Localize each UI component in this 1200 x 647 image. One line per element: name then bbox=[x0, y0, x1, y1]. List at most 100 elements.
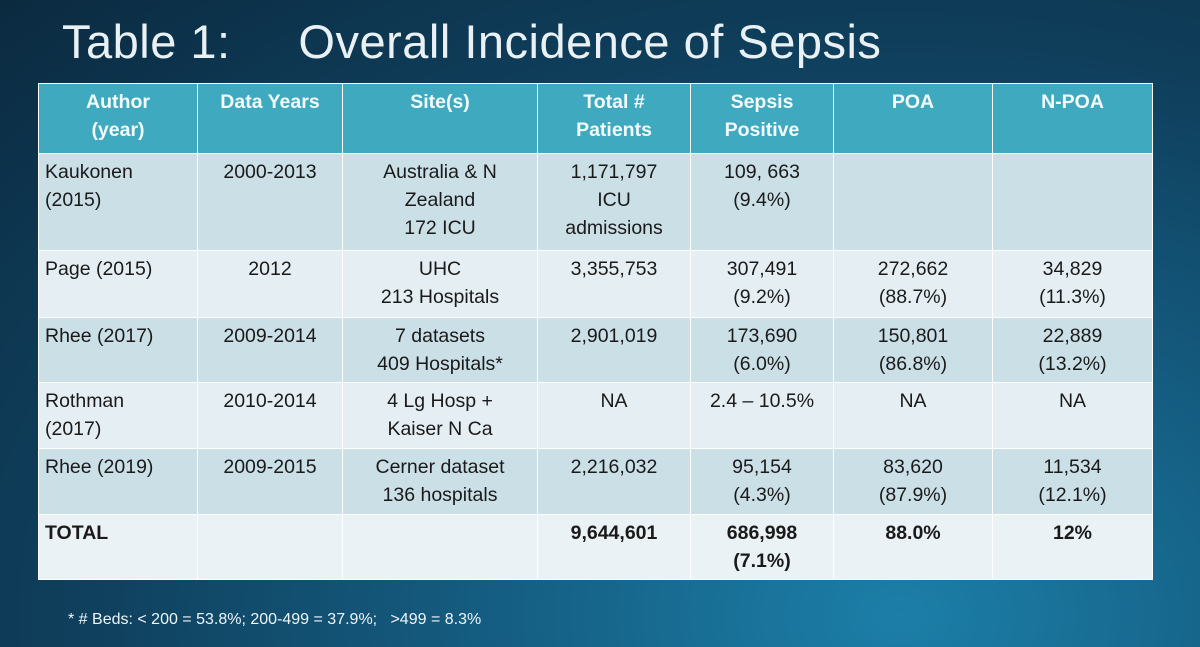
cell-n-poa: NA bbox=[992, 382, 1153, 449]
cell-text: Rhee (2019) bbox=[45, 456, 154, 478]
cell-text: Positive bbox=[724, 119, 800, 141]
cell-text: 307,491 bbox=[726, 258, 798, 280]
cell-author-year: Rhee (2017) bbox=[38, 317, 198, 383]
cell-total-patients: 2,901,019 bbox=[537, 317, 691, 383]
cell-text: 2.4 – 10.5% bbox=[709, 390, 815, 412]
column-header-sites: Site(s) bbox=[342, 83, 538, 154]
column-header-total-patients: Total # Patients bbox=[537, 83, 691, 154]
cell-author-year: Page (2015) bbox=[38, 250, 198, 318]
cell-data-years: 2009-2015 bbox=[197, 448, 343, 515]
cell-text: Kaukonen bbox=[45, 161, 133, 183]
cell-poa: 83,620 (87.9%) bbox=[833, 448, 993, 515]
cell-text: POA bbox=[891, 91, 935, 113]
cell-text: 7 datasets bbox=[395, 325, 485, 347]
cell-text: 2000-2013 bbox=[223, 161, 317, 183]
column-header-author-year: Author (year) bbox=[38, 83, 198, 154]
cell-text: Rothman bbox=[45, 390, 125, 412]
cell-author-year: Kaukonen (2015) bbox=[38, 153, 198, 251]
cell-n-poa: 22,889 (13.2%) bbox=[992, 317, 1153, 383]
cell-text: 22,889 bbox=[1042, 325, 1103, 347]
cell-text: 83,620 bbox=[883, 456, 943, 478]
total-cell-sites bbox=[342, 514, 538, 580]
cell-text: 172 ICU bbox=[404, 217, 476, 239]
cell-text: 686,998 bbox=[726, 522, 798, 544]
cell-text: (12.1%) bbox=[1038, 484, 1107, 506]
cell-sepsis-positive: 307,491 (9.2%) bbox=[690, 250, 834, 318]
table-row: Rothman (2017) 2010-2014 4 Lg Hosp + Kaiser … bbox=[38, 382, 1153, 449]
cell-sepsis-positive: 173,690 (6.0%) bbox=[690, 317, 834, 383]
cell-text: 11,534 bbox=[1043, 456, 1102, 478]
cell-text: Kaiser N Ca bbox=[387, 418, 493, 440]
cell-text: (7.1%) bbox=[733, 550, 791, 572]
cell-text: Page (2015) bbox=[45, 258, 153, 280]
cell-text: (2015) bbox=[45, 189, 102, 211]
cell-text: 1,171,797 bbox=[570, 161, 658, 183]
table-row: Kaukonen (2015) 2000-2013 Australia & N Zeal… bbox=[38, 153, 1153, 251]
cell-text: 2012 bbox=[248, 258, 292, 280]
total-cell-author-year: TOTAL bbox=[38, 514, 198, 580]
cell-text: Patients bbox=[576, 119, 652, 141]
cell-text: Site(s) bbox=[410, 91, 470, 113]
cell-text: 150,801 bbox=[877, 325, 949, 347]
cell-text: (2017) bbox=[45, 418, 102, 440]
column-header-n-poa: N-POA bbox=[992, 83, 1153, 154]
cell-sepsis-positive: 2.4 – 10.5% bbox=[690, 382, 834, 449]
table-row: Rhee (2019) 2009-2015 Cerner dataset 136 ho… bbox=[38, 448, 1153, 515]
cell-data-years: 2010-2014 bbox=[197, 382, 343, 449]
cell-n-poa: 34,829 (11.3%) bbox=[992, 250, 1153, 318]
cell-text: (87.9%) bbox=[878, 484, 948, 506]
cell-text: Rhee (2017) bbox=[45, 325, 154, 347]
cell-text: admissions bbox=[565, 217, 663, 239]
cell-sites: 4 Lg Hosp + Kaiser N Ca bbox=[342, 382, 538, 449]
cell-total-patients: 3,355,753 bbox=[537, 250, 691, 318]
cell-text: (6.0%) bbox=[733, 353, 791, 375]
total-cell-sepsis-positive: 686,998 (7.1%) bbox=[690, 514, 834, 580]
cell-poa: NA bbox=[833, 382, 993, 449]
total-cell-poa: 88.0% bbox=[833, 514, 993, 580]
footnote: * # Beds: < 200 = 53.8%; 200-499 = 37.9%… bbox=[68, 611, 482, 628]
cell-text: NA bbox=[1058, 390, 1087, 412]
cell-text: 272,662 bbox=[877, 258, 949, 280]
cell-text: 95,154 bbox=[732, 456, 792, 478]
cell-sites: UHC 213 Hospitals bbox=[342, 250, 538, 318]
cell-text: (4.3%) bbox=[733, 484, 791, 506]
cell-text: 12% bbox=[1052, 522, 1093, 544]
cell-total-patients: 1,171,797 ICU admissions bbox=[537, 153, 691, 251]
total-cell-data-years bbox=[197, 514, 343, 580]
cell-text: 2,901,019 bbox=[570, 325, 658, 347]
column-header-sepsis-positive: Sepsis Positive bbox=[690, 83, 834, 154]
cell-text: Total # bbox=[583, 91, 645, 113]
cell-data-years: 2000-2013 bbox=[197, 153, 343, 251]
cell-text: 2009-2014 bbox=[223, 325, 317, 347]
cell-text: (86.8%) bbox=[878, 353, 948, 375]
cell-text: (88.7%) bbox=[878, 286, 948, 308]
cell-poa: 150,801 (86.8%) bbox=[833, 317, 993, 383]
cell-text: (9.2%) bbox=[733, 286, 791, 308]
cell-text: Data Years bbox=[220, 91, 320, 113]
cell-text: Australia & N bbox=[383, 161, 497, 183]
cell-text: 2010-2014 bbox=[223, 390, 317, 412]
cell-text: (9.4%) bbox=[733, 189, 791, 211]
cell-text: (11.3%) bbox=[1039, 286, 1106, 308]
cell-text: ICU bbox=[597, 189, 631, 211]
cell-text: 2,216,032 bbox=[570, 456, 658, 478]
total-cell-n-poa: 12% bbox=[992, 514, 1153, 580]
cell-text: 9,644,601 bbox=[570, 522, 658, 544]
cell-sites: Cerner dataset 136 hospitals bbox=[342, 448, 538, 515]
cell-text: (13.2%) bbox=[1038, 353, 1107, 375]
table-header-row: Author (year) Data Years Site(s) Total # Pati… bbox=[38, 83, 1153, 154]
cell-text: NA bbox=[600, 390, 628, 412]
cell-total-patients: 2,216,032 bbox=[537, 448, 691, 515]
cell-text: NA bbox=[899, 390, 927, 412]
cell-poa: 272,662 (88.7%) bbox=[833, 250, 993, 318]
slide-title: Table 1: Overall Incidence of Sepsis bbox=[62, 15, 882, 68]
table-row: Rhee (2017) 2009-2014 7 datasets 409 Hospit… bbox=[38, 317, 1153, 383]
column-header-poa: POA bbox=[833, 83, 993, 154]
table-row: Page (2015) 2012 UHC 213 Hospitals 3,355,753… bbox=[38, 250, 1153, 318]
cell-author-year: Rhee (2019) bbox=[38, 448, 198, 515]
cell-text: N-POA bbox=[1041, 91, 1104, 113]
cell-text: TOTAL bbox=[45, 522, 109, 544]
cell-text: 4 Lg Hosp + bbox=[387, 390, 493, 412]
cell-data-years: 2009-2014 bbox=[197, 317, 343, 383]
cell-total-patients: NA bbox=[537, 382, 691, 449]
